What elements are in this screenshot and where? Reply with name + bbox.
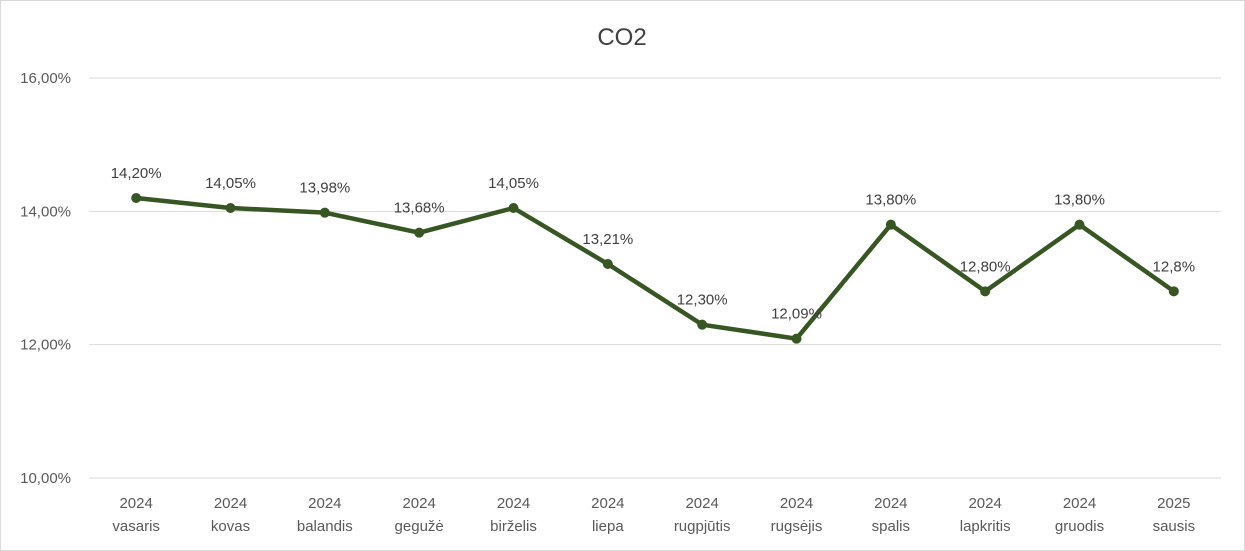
- data-point: [508, 203, 519, 213]
- data-label: 13,68%: [394, 200, 445, 217]
- data-point: [980, 286, 991, 297]
- data-point: [1168, 286, 1179, 297]
- x-tick-label: 2024 vasaris: [112, 495, 160, 535]
- data-label: 14,05%: [205, 175, 256, 192]
- data-point: [602, 259, 613, 269]
- x-tick-label: 2024 rugpjūtis: [674, 495, 731, 535]
- data-point: [131, 193, 142, 203]
- data-point: [791, 333, 802, 344]
- data-label: 13,21%: [582, 231, 633, 248]
- data-point: [1074, 219, 1085, 230]
- data-point: [697, 319, 708, 330]
- data-label: 12,09%: [771, 306, 822, 323]
- x-tick-label: 2024 birželis: [490, 495, 537, 535]
- y-tick-label: 12,00%: [20, 337, 71, 354]
- x-tick-label: 2024 lapkritis: [960, 495, 1011, 535]
- x-axis-ticks: 2024 vasaris 2024 kovas 2024 balandis 2024 gegu…: [112, 495, 1195, 535]
- x-tick-label: 2024 gegužė: [395, 495, 444, 535]
- x-tick-label: 2024 gruodis: [1055, 495, 1104, 535]
- data-label: 12,80%: [960, 258, 1011, 275]
- y-axis-ticks: 10,00% 12,00% 14,00% 16,00%: [20, 70, 71, 487]
- chart-title: CO2: [597, 24, 646, 51]
- data-point: [885, 219, 896, 230]
- y-tick-label: 14,00%: [20, 203, 71, 220]
- x-tick-label: 2024 kovas: [211, 495, 250, 535]
- data-point: [414, 227, 425, 238]
- x-tick-label: 2024 spalis: [872, 495, 910, 535]
- series-line: [133, 195, 1177, 341]
- data-label: 13,80%: [1054, 192, 1105, 209]
- data-label: 14,05%: [488, 175, 539, 192]
- data-label: 13,98%: [299, 180, 350, 197]
- y-tick-label: 16,00%: [20, 70, 71, 87]
- x-tick-label: 2024 rugsėjis: [771, 495, 823, 535]
- series-group: [131, 193, 1179, 344]
- gridlines: [89, 77, 1221, 479]
- x-tick-label: 2024 liepa: [591, 495, 624, 535]
- data-point: [319, 207, 330, 218]
- data-point: [225, 203, 236, 213]
- x-tick-label: 2024 balandis: [297, 495, 353, 535]
- data-label: 14,20%: [111, 165, 162, 182]
- data-label: 13,80%: [865, 192, 916, 209]
- data-labels: 14,20% 14,05% 13,98% 13,68% 14,05% 13,21% 12,3…: [111, 165, 1195, 323]
- x-tick-label: 2025 sausis: [1153, 495, 1196, 535]
- y-tick-label: 10,00%: [20, 470, 71, 487]
- data-label: 12,8%: [1153, 258, 1196, 275]
- data-label: 12,30%: [677, 292, 728, 309]
